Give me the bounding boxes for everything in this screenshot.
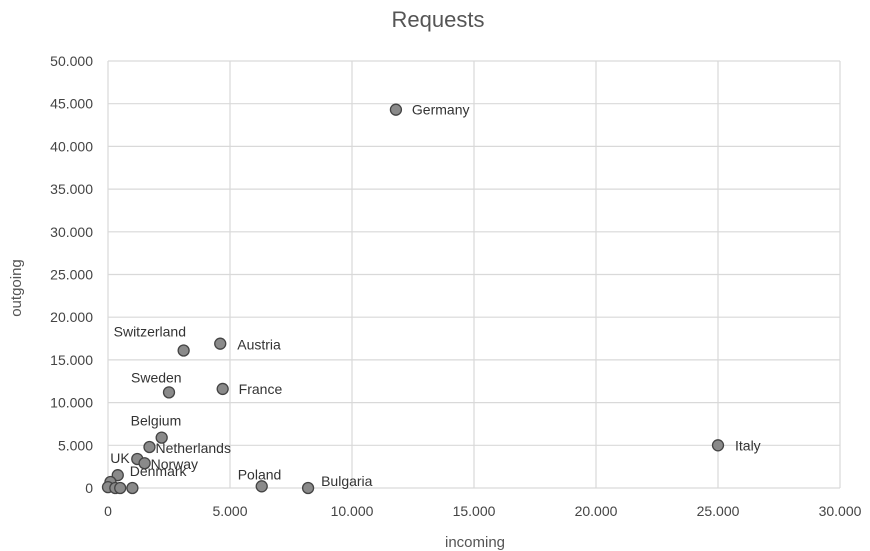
point-label: Poland	[238, 466, 282, 482]
point-label: Belgium	[131, 413, 182, 429]
point-label: UK	[110, 450, 130, 466]
y-tick-label: 30.000	[50, 224, 93, 240]
scatter-point	[143, 440, 156, 454]
scatter-point	[126, 481, 139, 495]
point-label: France	[239, 381, 283, 397]
y-tick-label: 10.000	[50, 395, 93, 411]
scatter-point	[389, 103, 403, 116]
point-label: Denmark	[130, 463, 188, 479]
scatter-point	[214, 337, 227, 350]
chart-title: Requests	[392, 7, 485, 32]
x-tick-label: 5.000	[212, 503, 247, 519]
scatter-point	[155, 431, 168, 444]
point-label: Germany	[412, 102, 470, 118]
point-label: Switzerland	[114, 324, 186, 340]
y-tick-label: 40.000	[50, 138, 93, 154]
scatter-point	[177, 344, 190, 357]
x-tick-label: 20.000	[575, 503, 618, 519]
scatter-point	[711, 439, 725, 452]
y-tick-label: 20.000	[50, 309, 93, 325]
y-tick-label: 25.000	[50, 267, 93, 283]
scatter-point	[301, 481, 315, 495]
x-tick-label: 0	[104, 503, 112, 519]
y-tick-label: 45.000	[50, 96, 93, 112]
x-tick-label: 10.000	[331, 503, 374, 519]
tick-labels: 0 5.000 10.000 15.000 20.000 25.000 30.000 35.0…	[50, 53, 861, 519]
point-label: Austria	[237, 337, 281, 353]
y-axis-label: outgoing	[8, 259, 25, 317]
y-tick-label: 5.000	[58, 437, 93, 453]
point-label: Bulgaria	[321, 473, 373, 489]
scatter-point	[162, 386, 176, 399]
scatter-point	[255, 480, 268, 493]
point-labels: Germany Italy Austria Switzerland France Swed…	[110, 102, 760, 489]
y-tick-label: 15.000	[50, 352, 93, 368]
point-label: Italy	[735, 437, 761, 453]
y-tick-label: 50.000	[50, 53, 93, 69]
point-label: Sweden	[131, 369, 182, 385]
point-label: Netherlands	[155, 440, 231, 456]
scatter-point	[114, 481, 127, 495]
point-label: Norway	[151, 456, 198, 472]
x-axis-label: incoming	[445, 534, 505, 551]
data-points	[101, 103, 725, 495]
scatter-point	[138, 457, 151, 470]
y-tick-label: 0	[85, 480, 93, 496]
scatter-point	[216, 382, 229, 396]
x-tick-label: 25.000	[697, 503, 740, 519]
x-tick-label: 15.000	[453, 503, 496, 519]
x-tick-label: 30.000	[819, 503, 862, 519]
y-tick-label: 35.000	[50, 181, 93, 197]
gridlines	[107, 60, 841, 489]
